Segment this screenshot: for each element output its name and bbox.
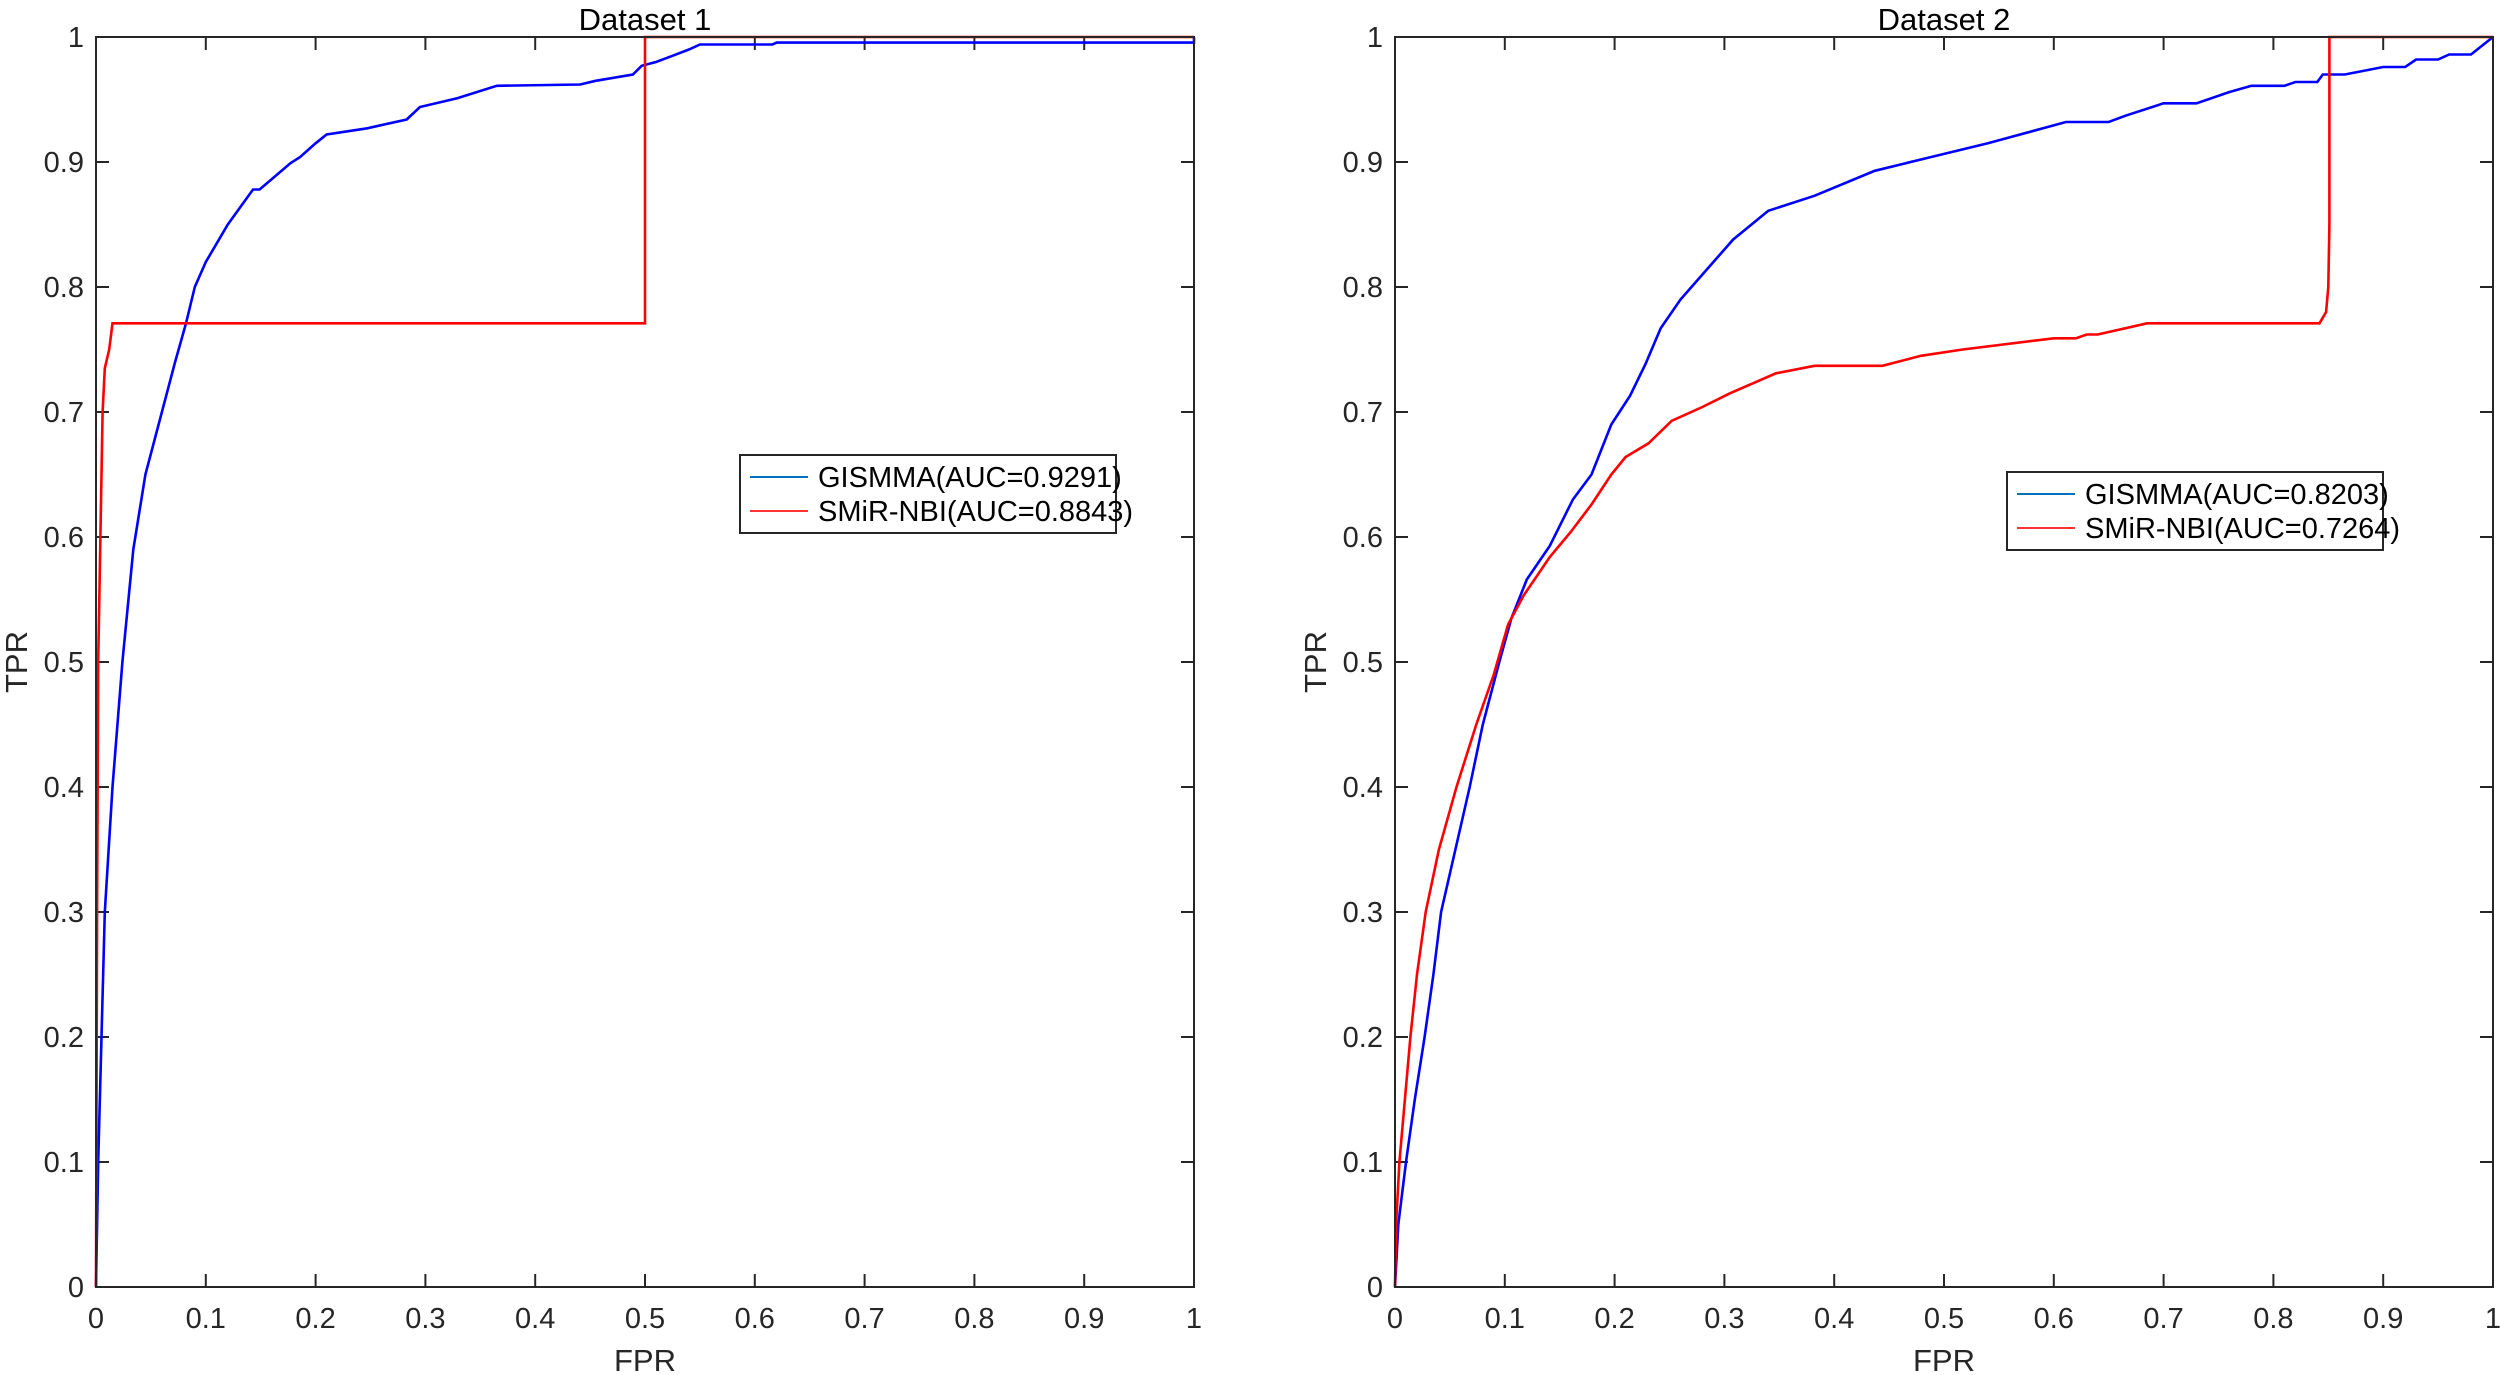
plot-dataset-1: Dataset 1 0 0.1 0.2 0.3 0.4 0.5 0.6 0.7 0.8 0.9 10… — [0, 2, 1202, 1375]
y-tick-label: 0.7 — [44, 397, 84, 429]
x-tick-label: 0.2 — [1594, 1303, 1634, 1335]
x-tick-label: 0.7 — [844, 1303, 884, 1335]
y-tick-label: 0.9 — [44, 147, 84, 179]
axes-frame — [95, 36, 1195, 1288]
y-tick-label: 0.4 — [44, 772, 84, 804]
x-tick-label: 0.5 — [625, 1303, 665, 1335]
x-tick-label: 0.6 — [735, 1303, 775, 1335]
x-tick-label: 1 — [1186, 1303, 1202, 1335]
x-tick-label: 0.3 — [405, 1303, 445, 1335]
axis-ticks: 0 0.1 0.2 0.3 0.4 0.5 0.6 0.7 0.8 0.9 1 0 0.1 0.2 0.3 0… — [1343, 22, 2500, 1335]
legend-entry-gismma: GISMMA(AUC=0.8203) — [2085, 479, 2389, 511]
y-tick-label: 0 — [68, 1272, 84, 1304]
y-tick-label: 0.6 — [44, 522, 84, 554]
y-tick-label: 1 — [68, 22, 84, 54]
curve-smir-nbi — [94, 35, 1194, 1288]
y-tick-label: 0.7 — [1343, 397, 1383, 429]
x-tick-label: 0 — [1387, 1303, 1403, 1335]
y-tick-label: 0.2 — [1343, 1022, 1383, 1054]
axes-frame — [1394, 36, 2494, 1288]
x-axis-label: FPR — [1913, 1343, 1975, 1375]
x-tick-label: 0.1 — [186, 1303, 226, 1335]
x-tick-label: 0.6 — [2034, 1303, 2074, 1335]
y-tick-label: 1 — [1367, 22, 1383, 54]
roc-curves — [1393, 35, 2494, 1288]
roc-curves — [94, 35, 1196, 1288]
y-tick-label: 0.1 — [1343, 1147, 1383, 1179]
y-tick-label: 0.5 — [1343, 647, 1383, 679]
x-tick-label: 0.5 — [1924, 1303, 1964, 1335]
plot-dataset-2: Dataset 2 0 0.1 0.2 0.3 0.4 0.5 0.6 0.7 0.8 0.9 10… — [1298, 2, 2500, 1375]
x-tick-label: 0.4 — [1814, 1303, 1854, 1335]
x-tick-label: 0 — [88, 1303, 104, 1335]
legend-entry-gismma: GISMMA(AUC=0.9291) — [818, 462, 1122, 494]
legend-box — [739, 454, 1117, 534]
y-tick-label: 0 — [1367, 1272, 1383, 1304]
plot-title: Dataset 2 — [1878, 2, 2011, 37]
y-tick-label: 0.3 — [44, 897, 84, 929]
y-tick-label: 0.3 — [1343, 897, 1383, 929]
y-tick-label: 0.1 — [44, 1147, 84, 1179]
y-axis-label: TPR — [0, 631, 34, 693]
x-tick-label: 0.2 — [295, 1303, 335, 1335]
x-tick-label: 0.9 — [2363, 1303, 2403, 1335]
curve-gismma — [94, 37, 1196, 1288]
x-tick-label: 0.8 — [2253, 1303, 2293, 1335]
y-tick-label: 0.8 — [1343, 272, 1383, 304]
y-tick-label: 0.6 — [1343, 522, 1383, 554]
legend-entry-smir-nbi: SMiR-NBI(AUC=0.8843) — [818, 496, 1133, 528]
y-axis-label: TPR — [1298, 631, 1333, 693]
y-tick-label: 0.4 — [1343, 772, 1383, 804]
legend: GISMMA(AUC=0.8203) SMiR-NBI(AUC=0.7264) — [2006, 471, 2400, 551]
x-tick-label: 0.3 — [1704, 1303, 1744, 1335]
x-tick-label: 1 — [2485, 1303, 2500, 1335]
legend-box — [2006, 471, 2384, 551]
y-tick-label: 0.9 — [1343, 147, 1383, 179]
x-tick-label: 0.1 — [1485, 1303, 1525, 1335]
x-tick-label: 0.7 — [2143, 1303, 2183, 1335]
x-axis-label: FPR — [614, 1343, 676, 1375]
curve-smir-nbi — [1393, 35, 2493, 1288]
x-tick-label: 0.8 — [954, 1303, 994, 1335]
y-tick-label: 0.5 — [44, 647, 84, 679]
y-tick-label: 0.2 — [44, 1022, 84, 1054]
legend: GISMMA(AUC=0.9291) SMiR-NBI(AUC=0.8843) — [739, 454, 1133, 534]
x-tick-label: 0.9 — [1064, 1303, 1104, 1335]
legend-entry-smir-nbi: SMiR-NBI(AUC=0.7264) — [2085, 513, 2400, 545]
axis-ticks: 0 0.1 0.2 0.3 0.4 0.5 0.6 0.7 0.8 0.9 1 0 0.1 0.2 0.3 0… — [44, 22, 1202, 1335]
plot-title: Dataset 1 — [579, 2, 712, 37]
y-tick-label: 0.8 — [44, 272, 84, 304]
x-tick-label: 0.4 — [515, 1303, 555, 1335]
